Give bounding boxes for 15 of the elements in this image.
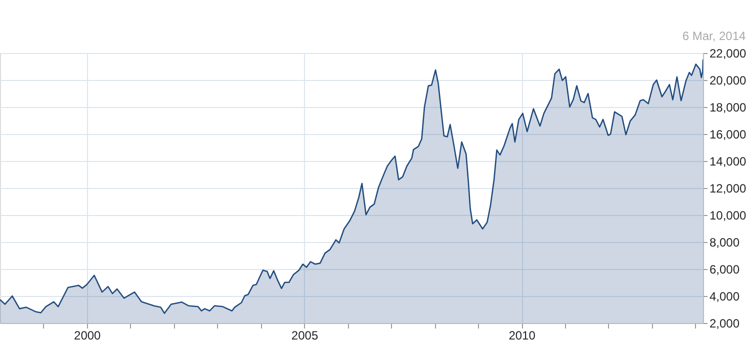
y-tick-label: 10,000 <box>710 208 747 222</box>
x-tick-label: 2000 <box>74 328 102 342</box>
y-tick-label: 4,000 <box>710 290 740 304</box>
y-tick-label: 16,000 <box>710 128 747 142</box>
y-tick-label: 6,000 <box>710 262 740 276</box>
y-tick-label: 22,000 <box>710 46 747 60</box>
y-tick-label: 2,000 <box>710 316 740 330</box>
x-tick-label: 2010 <box>508 328 536 342</box>
text: 6 Mar, 2014 <box>682 29 746 43</box>
y-tick-label: 12,000 <box>710 182 747 196</box>
y-tick-label: 14,000 <box>710 154 747 168</box>
y-tick-label: 18,000 <box>710 100 747 114</box>
y-tick-label: 8,000 <box>710 236 740 250</box>
x-tick-label: 2005 <box>291 328 318 342</box>
y-tick-label: 20,000 <box>710 74 747 88</box>
